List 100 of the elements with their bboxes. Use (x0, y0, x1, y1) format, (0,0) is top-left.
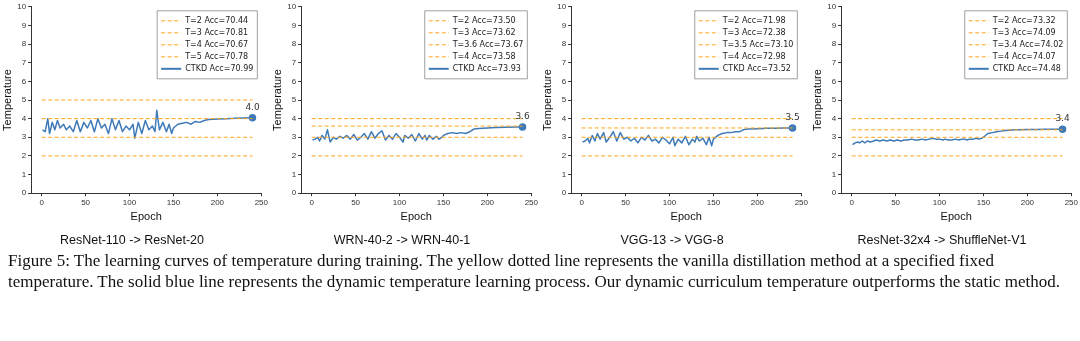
y-tick-label: 4 (831, 113, 837, 123)
x-tick-label: 50 (621, 198, 631, 208)
y-axis-title: Temperature (0, 69, 13, 131)
y-tick-label: 5 (291, 95, 297, 105)
y-tick-label: 10 (827, 2, 837, 11)
x-tick-label: 250 (794, 198, 809, 208)
text: VGG-13 -> VGG-8 (620, 232, 724, 247)
text: WRN-40-2 -> WRN-40-1 (333, 232, 471, 247)
y-tick-label: 9 (291, 20, 297, 30)
x-tick-label: 100 (662, 198, 677, 208)
y-tick-label: 2 (831, 151, 837, 161)
legend-label: T=2 Acc=71.98 (721, 15, 786, 25)
y-tick-label: 9 (21, 20, 27, 30)
y-tick-label: 7 (291, 57, 297, 67)
y-tick-label: 6 (21, 76, 27, 86)
x-tick-label: 200 (480, 198, 495, 208)
data-label: 3.6 (515, 110, 530, 121)
y-axis-title: Temperature (810, 69, 823, 131)
x-tick-label: 0 (309, 198, 315, 208)
data-label: 4.0 (245, 101, 260, 112)
x-tick-label: 250 (524, 198, 539, 208)
y-tick-label: 6 (291, 76, 297, 86)
x-tick-label: 150 (976, 198, 991, 208)
y-tick-label: 5 (21, 95, 27, 105)
x-tick-label: 0 (849, 198, 855, 208)
data-label: 3.4 (1055, 113, 1070, 124)
text: ResNet-32x4 -> ShuffleNet-V1 (857, 232, 1027, 247)
y-tick-label: 3 (21, 132, 27, 142)
legend-label: T=3.6 Acc=73.67 (451, 39, 524, 49)
x-tick-label: 50 (351, 198, 361, 208)
y-tick-label: 8 (561, 39, 567, 49)
y-tick-label: 4 (291, 113, 297, 123)
x-tick-label: 150 (166, 198, 181, 208)
legend-label: T=3 Acc=74.09 (991, 27, 1056, 37)
y-tick-label: 10 (287, 2, 297, 11)
y-tick-label: 9 (831, 20, 837, 30)
y-tick-label: 1 (561, 169, 567, 179)
x-tick-label: 100 (392, 198, 407, 208)
y-tick-label: 4 (561, 113, 567, 123)
x-axis-title: Epoch (130, 210, 162, 223)
y-tick-label: 10 (557, 2, 567, 11)
x-tick-label: 0 (579, 198, 585, 208)
y-tick-label: 7 (831, 57, 837, 67)
y-tick-label: 0 (291, 188, 297, 198)
y-tick-label: 6 (831, 76, 837, 86)
legend-label: T=3 Acc=70.81 (184, 27, 249, 37)
legend-label: CTKD Acc=70.99 (185, 63, 254, 73)
x-axis-title: Epoch (940, 210, 972, 223)
legend-label: T=2 Acc=73.50 (451, 15, 516, 25)
legend-label: CTKD Acc=74.48 (992, 63, 1061, 73)
y-tick-label: 7 (561, 57, 567, 67)
y-tick-label: 8 (21, 39, 27, 49)
y-tick-label: 3 (831, 132, 837, 142)
legend-label: T=3 Acc=73.62 (451, 27, 516, 37)
y-tick-label: 4 (21, 113, 27, 123)
caption: Figure 5: The learning curves of temperature during training. The yellow dotted line represents the vanilla distillation method at a specified fixed temperature. The solid blue line represents the dynamic temperature learning process. Our dynamic curriculum temperature outperforms the static method. (8, 250, 1061, 292)
x-tick-label: 200 (750, 198, 765, 208)
legend-label: T=4 Acc=73.58 (451, 51, 516, 61)
x-tick-label: 150 (706, 198, 721, 208)
x-tick-label: 250 (254, 198, 269, 208)
y-tick-label: 6 (561, 76, 567, 86)
y-axis-title: Temperature (270, 69, 283, 131)
y-tick-label: 3 (561, 132, 567, 142)
y-tick-label: 10 (17, 2, 27, 11)
x-tick-label: 100 (932, 198, 947, 208)
y-tick-label: 7 (21, 57, 27, 67)
legend-label: T=4 Acc=74.07 (991, 51, 1056, 61)
x-tick-label: 150 (436, 198, 451, 208)
legend-label: CTKD Acc=73.52 (722, 63, 791, 73)
x-axis-title: Epoch (670, 210, 702, 223)
y-tick-label: 2 (561, 151, 567, 161)
y-tick-label: 5 (831, 95, 837, 105)
x-tick-label: 50 (891, 198, 901, 208)
y-axis-title: Temperature (540, 69, 553, 131)
y-tick-label: 8 (291, 39, 297, 49)
legend-label: T=3 Acc=72.38 (721, 27, 786, 37)
y-tick-label: 2 (21, 151, 27, 161)
legend-label: T=2 Acc=73.32 (991, 15, 1056, 25)
data-label: 3.5 (785, 111, 800, 122)
y-tick-label: 3 (291, 132, 297, 142)
legend-label: T=5 Acc=70.78 (184, 51, 249, 61)
y-tick-label: 0 (561, 188, 567, 198)
text: ResNet-110 -> ResNet-20 (60, 232, 205, 247)
legend-label: T=4 Acc=70.67 (184, 39, 249, 49)
x-tick-label: 50 (81, 198, 91, 208)
legend-label: CTKD Acc=73.93 (452, 63, 521, 73)
y-tick-label: 1 (831, 169, 837, 179)
legend-label: T=4 Acc=72.98 (721, 51, 786, 61)
x-tick-label: 200 (210, 198, 225, 208)
x-tick-label: 100 (122, 198, 137, 208)
y-tick-label: 0 (831, 188, 837, 198)
y-tick-label: 9 (561, 20, 567, 30)
x-tick-label: 200 (1020, 198, 1035, 208)
x-tick-label: 0 (39, 198, 45, 208)
y-tick-label: 1 (291, 169, 297, 179)
legend-label: T=2 Acc=70.44 (184, 15, 249, 25)
legend-label: T=3.5 Acc=73.10 (721, 39, 794, 49)
legend-label: T=3.4 Acc=74.02 (991, 39, 1064, 49)
y-tick-label: 5 (561, 95, 567, 105)
x-tick-label: 250 (1064, 198, 1079, 208)
